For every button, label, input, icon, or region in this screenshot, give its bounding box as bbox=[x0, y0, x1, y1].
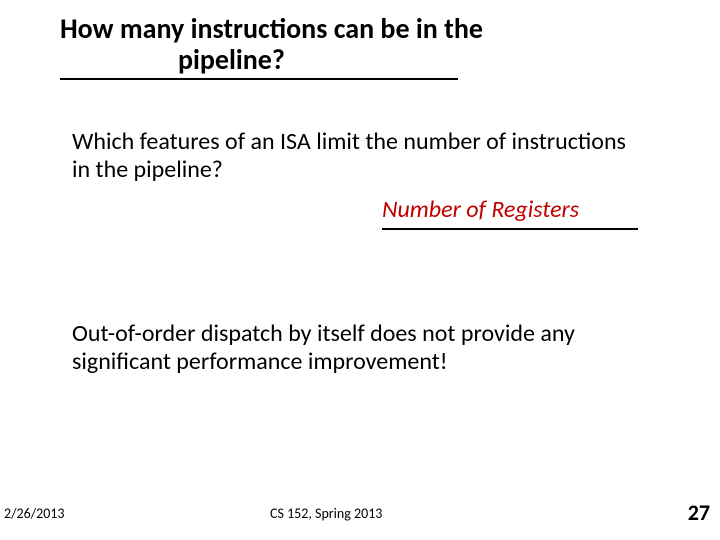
answer-underline bbox=[382, 228, 638, 230]
title-line-1: How many instructions can be in the bbox=[60, 14, 620, 45]
answer-text: Number of Registers bbox=[382, 195, 638, 224]
page-number: 27 bbox=[688, 499, 710, 526]
slide: How many instructions can be in the pipe… bbox=[0, 0, 720, 540]
footer-date: 2/26/2013 bbox=[4, 505, 64, 522]
title-line-2: pipeline? bbox=[60, 45, 620, 76]
title-underline bbox=[60, 78, 458, 80]
answer-block: Number of Registers bbox=[382, 195, 638, 230]
question-text: Which features of an ISA limit the numbe… bbox=[72, 128, 632, 185]
slide-title: How many instructions can be in the pipe… bbox=[60, 14, 620, 76]
statement-text: Out-of-order dispatch by itself does not… bbox=[72, 320, 662, 377]
footer-course: CS 152, Spring 2013 bbox=[270, 505, 382, 522]
